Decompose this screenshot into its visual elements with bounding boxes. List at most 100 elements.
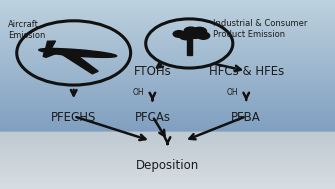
Bar — [0, 28, 335, 29]
Bar — [0, 93, 335, 94]
Bar — [0, 21, 335, 22]
Bar — [0, 50, 335, 51]
Bar — [0, 34, 335, 35]
Bar — [0, 92, 335, 93]
Bar — [0, 47, 335, 48]
Bar — [0, 43, 335, 44]
Text: Industrial & Consumer
Product Emission: Industrial & Consumer Product Emission — [213, 19, 307, 39]
Bar — [0, 62, 335, 63]
Bar — [0, 110, 335, 111]
Bar — [0, 86, 335, 87]
Bar — [0, 68, 335, 69]
Bar — [0, 36, 335, 37]
Bar — [0, 51, 335, 52]
Bar — [0, 61, 335, 62]
Circle shape — [173, 31, 185, 37]
Bar — [0, 13, 335, 14]
Text: PFCAs: PFCAs — [134, 111, 171, 124]
Bar — [0, 20, 335, 21]
Polygon shape — [46, 41, 56, 50]
Bar — [0, 103, 335, 104]
Circle shape — [179, 32, 193, 40]
Bar — [0, 87, 335, 88]
Bar — [0, 26, 335, 27]
Bar — [0, 64, 335, 65]
Bar — [0, 123, 335, 124]
Bar — [0, 128, 335, 129]
Bar — [0, 52, 335, 53]
Bar — [0, 84, 335, 85]
Bar — [0, 42, 335, 43]
Bar — [0, 105, 335, 106]
Bar — [0, 104, 335, 105]
Text: PFBA: PFBA — [231, 111, 261, 124]
Bar — [0, 115, 335, 116]
Bar — [0, 1, 335, 2]
Bar — [0, 10, 335, 11]
Bar — [0, 82, 335, 83]
Circle shape — [187, 29, 203, 38]
Bar — [0, 8, 335, 9]
Text: Aircraft
Emission: Aircraft Emission — [8, 20, 46, 40]
Bar — [0, 69, 335, 70]
Bar — [0, 4, 335, 5]
Bar — [0, 27, 335, 28]
Bar — [0, 56, 335, 57]
Ellipse shape — [39, 48, 117, 57]
Bar — [0, 66, 335, 67]
Bar — [0, 72, 335, 73]
Bar — [0, 39, 335, 40]
Bar — [0, 7, 335, 8]
Bar — [0, 85, 335, 86]
Bar — [0, 44, 335, 45]
Bar — [0, 106, 335, 107]
Bar — [0, 33, 335, 34]
Bar — [0, 109, 335, 110]
Bar — [0, 107, 335, 108]
Bar — [0, 15, 335, 16]
Bar — [0, 91, 335, 92]
Bar — [0, 119, 335, 120]
Bar — [0, 38, 335, 39]
Bar — [0, 55, 335, 56]
Bar — [0, 58, 335, 59]
Bar — [0, 101, 335, 102]
Bar — [0, 18, 335, 19]
Bar — [0, 98, 335, 99]
Bar — [0, 122, 335, 123]
Bar — [0, 6, 335, 7]
Bar — [0, 49, 335, 50]
Bar — [0, 95, 335, 96]
Bar — [0, 32, 335, 33]
Bar — [0, 113, 335, 114]
Bar — [0, 30, 335, 31]
Bar — [0, 48, 335, 49]
Bar — [0, 14, 335, 15]
Bar — [0, 19, 335, 20]
Bar — [0, 74, 335, 75]
Bar — [0, 57, 335, 58]
Bar — [0, 130, 335, 131]
Bar — [0, 126, 335, 127]
Text: HFCs & HFEs: HFCs & HFEs — [209, 65, 284, 78]
Bar — [0, 67, 335, 68]
Bar — [0, 23, 335, 24]
Bar — [0, 46, 335, 47]
Circle shape — [197, 32, 210, 39]
Bar — [0, 94, 335, 95]
Circle shape — [192, 27, 206, 35]
Bar — [0, 102, 335, 103]
Bar — [0, 129, 335, 130]
Bar — [0, 5, 335, 6]
Bar — [0, 65, 335, 66]
Bar — [187, 38, 192, 54]
Bar — [0, 17, 335, 18]
Bar — [0, 118, 335, 119]
Bar — [0, 3, 335, 4]
Bar — [0, 29, 335, 30]
Bar — [0, 54, 335, 55]
Text: OH: OH — [226, 88, 238, 97]
Bar — [0, 75, 335, 76]
Bar — [0, 0, 335, 1]
Bar — [0, 2, 335, 3]
